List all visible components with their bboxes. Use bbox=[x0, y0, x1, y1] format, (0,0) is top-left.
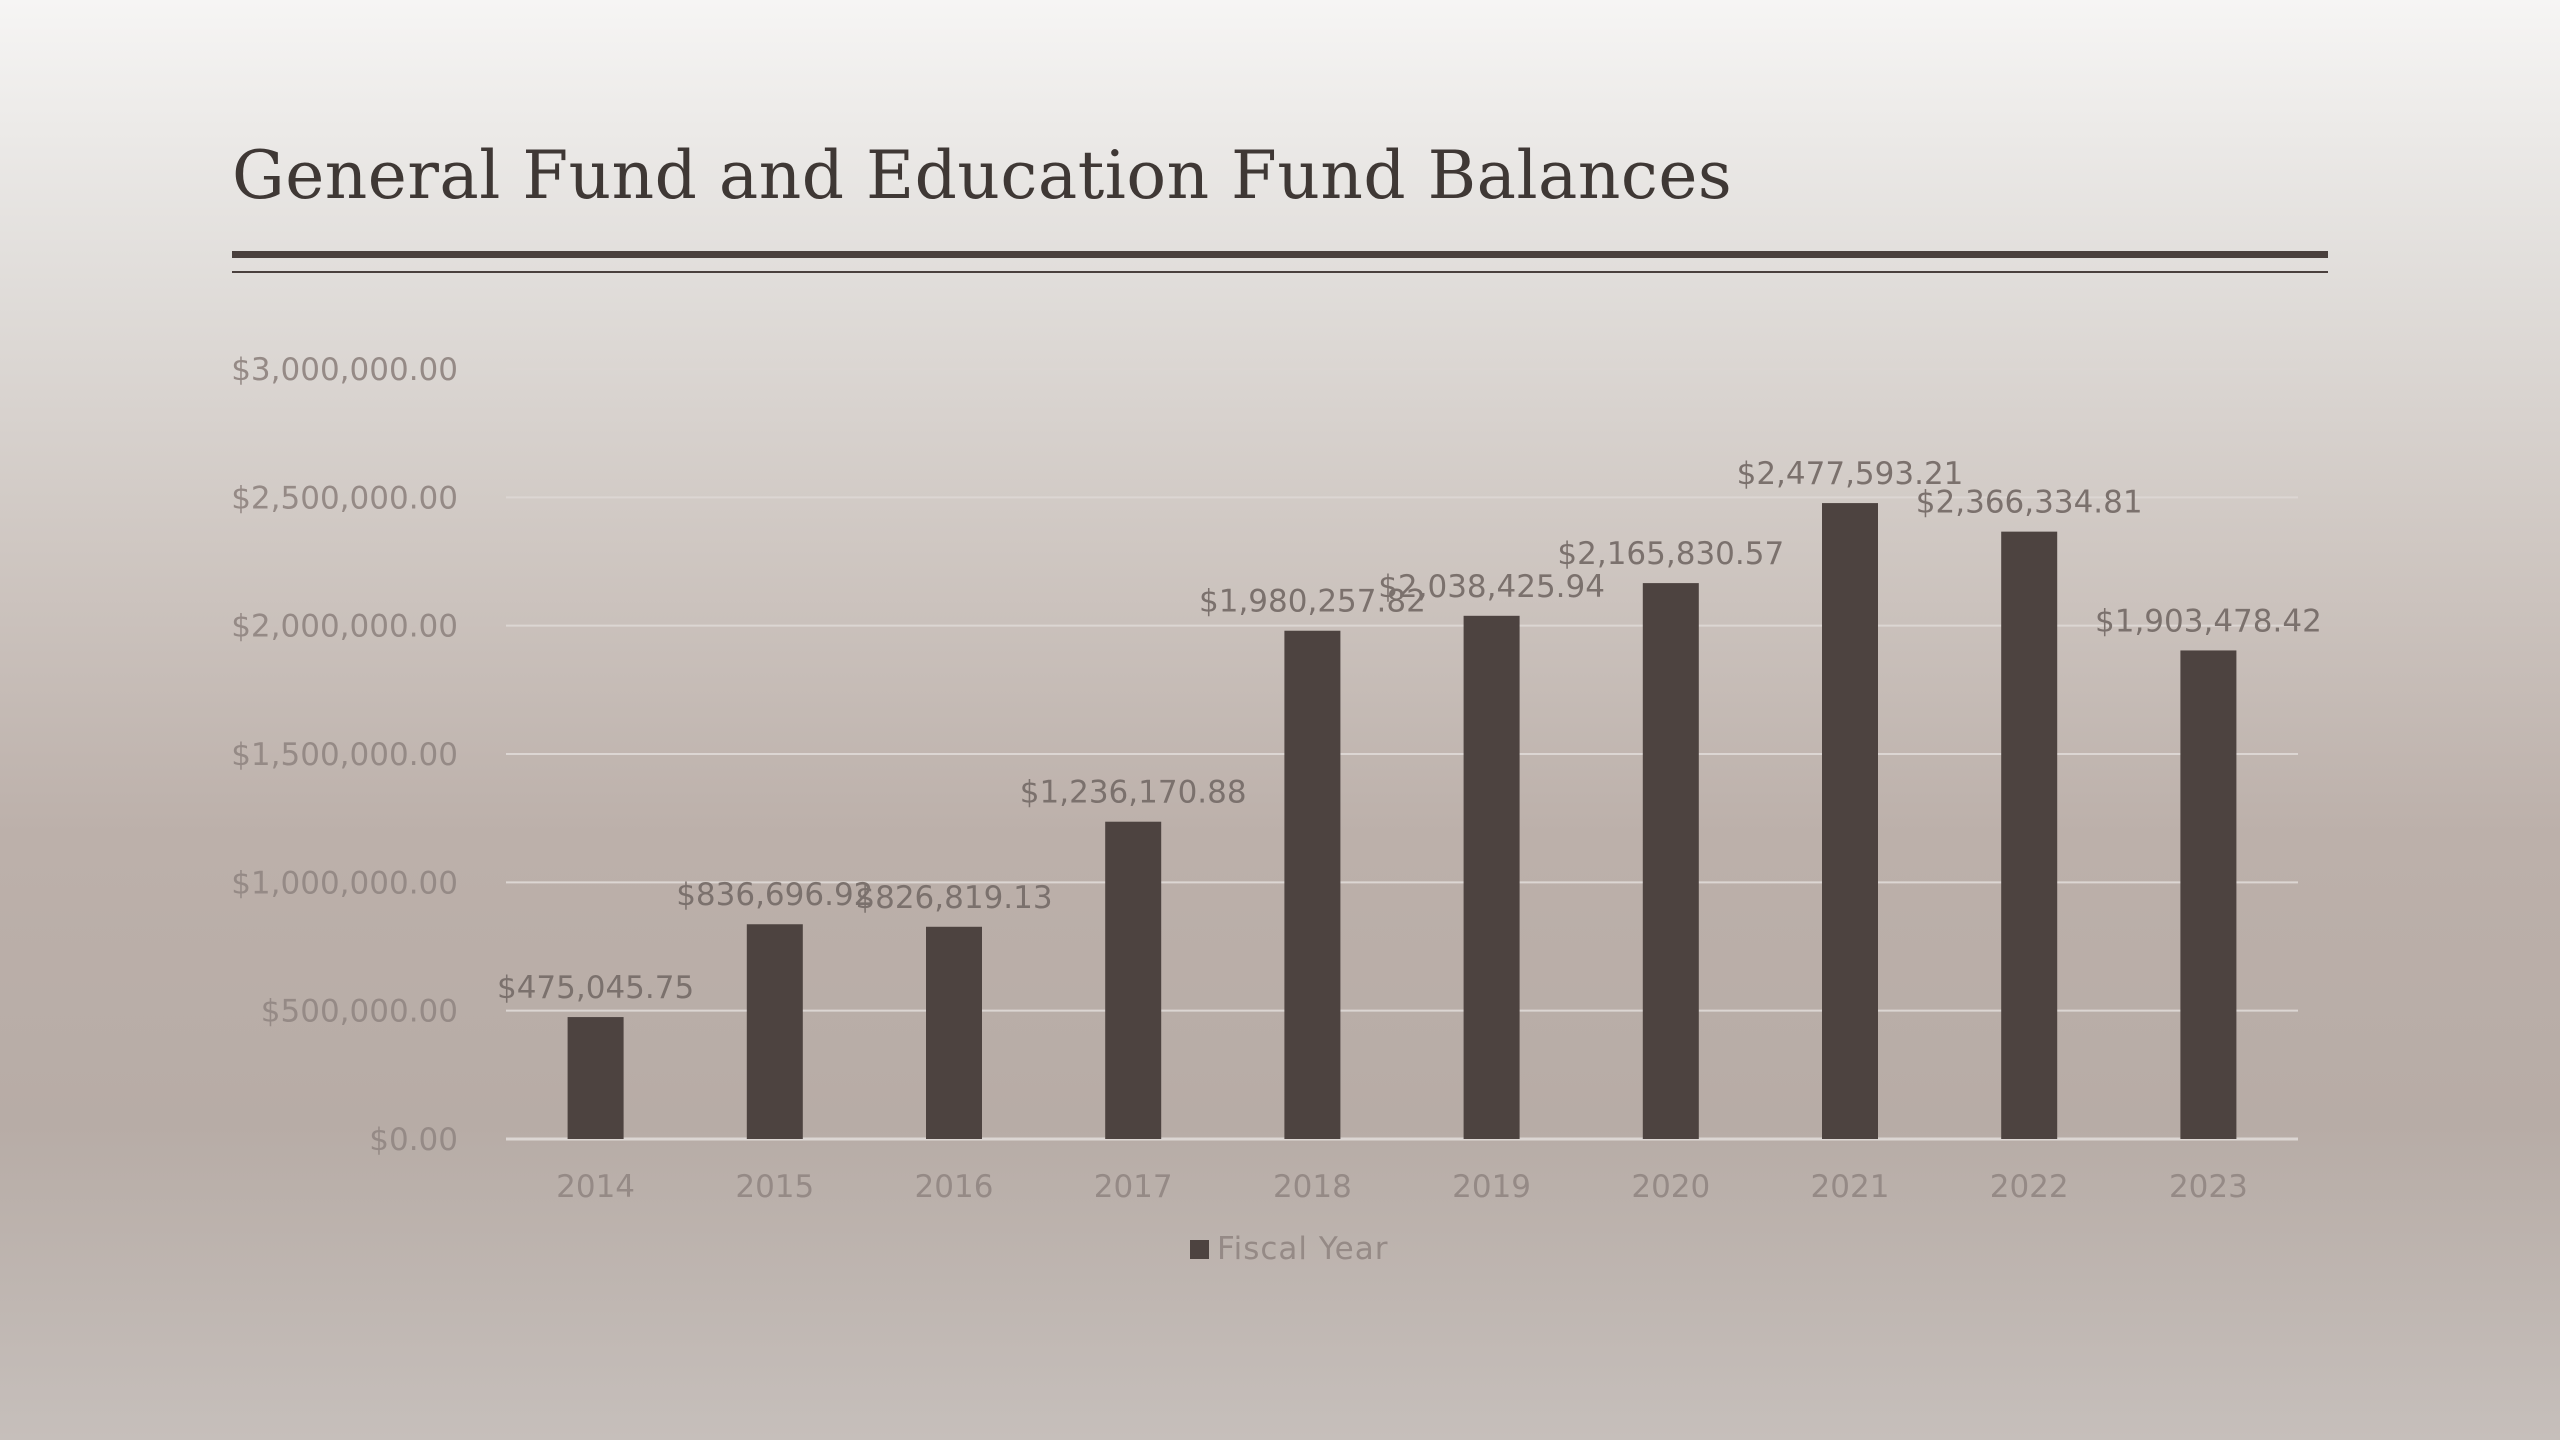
y-tick-label: $1,500,000.00 bbox=[231, 737, 458, 773]
y-tick-label: $2,000,000.00 bbox=[231, 609, 458, 645]
bar-data-label: $475,045.75 bbox=[497, 970, 694, 1006]
bar-data-label: $826,819.13 bbox=[855, 880, 1052, 916]
bar[interactable] bbox=[1822, 503, 1878, 1139]
y-tick-label: $2,500,000.00 bbox=[231, 480, 458, 516]
bar-data-label: $836,696.92 bbox=[676, 877, 873, 913]
y-axis-tick-labels: $0.00 $500,000.00 $1,000,000.00 $1,500,000.… bbox=[231, 352, 458, 1158]
gridlines bbox=[506, 368, 2298, 1141]
x-tick-label: 2020 bbox=[1631, 1169, 1710, 1205]
x-axis-tick-labels: 2014 2015 2016 2017 2018 2019 2020 2021 2022 2023 bbox=[556, 1169, 2248, 1205]
bar[interactable] bbox=[1642, 583, 1699, 1139]
y-tick-label: $500,000.00 bbox=[261, 994, 458, 1030]
x-tick-label: 2022 bbox=[1990, 1169, 2069, 1205]
x-tick-label: 2021 bbox=[1811, 1169, 1890, 1205]
bars bbox=[567, 503, 2237, 1139]
bar[interactable] bbox=[1284, 630, 1341, 1139]
x-tick-label: 2019 bbox=[1452, 1169, 1531, 1205]
data-labels: $475,045.75 $836,696.92$826,819.13 $1,236,… bbox=[497, 456, 2322, 1006]
y-tick-label: $3,000,000.00 bbox=[231, 352, 458, 388]
bar-data-label: $1,903,478.42 bbox=[2095, 603, 2322, 639]
legend[interactable]: Fiscal Year bbox=[1190, 1231, 1388, 1267]
bar-data-label: $2,477,593.21 bbox=[1737, 456, 1964, 492]
bar-data-label: $2,366,334.81 bbox=[1916, 485, 2143, 521]
y-tick-label: $0.00 bbox=[369, 1122, 458, 1158]
bar[interactable] bbox=[1105, 821, 1162, 1139]
slide-title: General Fund and Education Fund Balances bbox=[232, 137, 1733, 214]
bar-data-label: $1,236,170.88 bbox=[1020, 775, 1247, 811]
x-tick-label: 2014 bbox=[556, 1169, 635, 1205]
y-tick-label: $1,000,000.00 bbox=[231, 865, 458, 901]
x-tick-label: 2016 bbox=[915, 1169, 994, 1205]
bar[interactable] bbox=[926, 926, 982, 1139]
bar[interactable] bbox=[1463, 615, 1520, 1139]
bar[interactable] bbox=[746, 924, 803, 1139]
x-tick-label: 2018 bbox=[1273, 1169, 1352, 1205]
x-tick-label: 2017 bbox=[1094, 1169, 1173, 1205]
x-tick-label: 2023 bbox=[2169, 1169, 2248, 1205]
bar[interactable] bbox=[2180, 650, 2237, 1139]
title-rule-thin bbox=[232, 271, 2328, 273]
bar[interactable] bbox=[567, 1017, 624, 1139]
bar-data-label: $2,038,425.94 bbox=[1378, 569, 1605, 605]
bar-data-label: $2,165,830.57 bbox=[1557, 536, 1784, 572]
bar-data-label: $1,980,257.82 bbox=[1199, 584, 1426, 620]
title-rule-thick bbox=[232, 251, 2328, 258]
x-tick-label: 2015 bbox=[735, 1169, 814, 1205]
legend-swatch bbox=[1190, 1239, 1209, 1259]
bar[interactable] bbox=[2001, 531, 2058, 1139]
legend-label: Fiscal Year bbox=[1217, 1231, 1389, 1267]
